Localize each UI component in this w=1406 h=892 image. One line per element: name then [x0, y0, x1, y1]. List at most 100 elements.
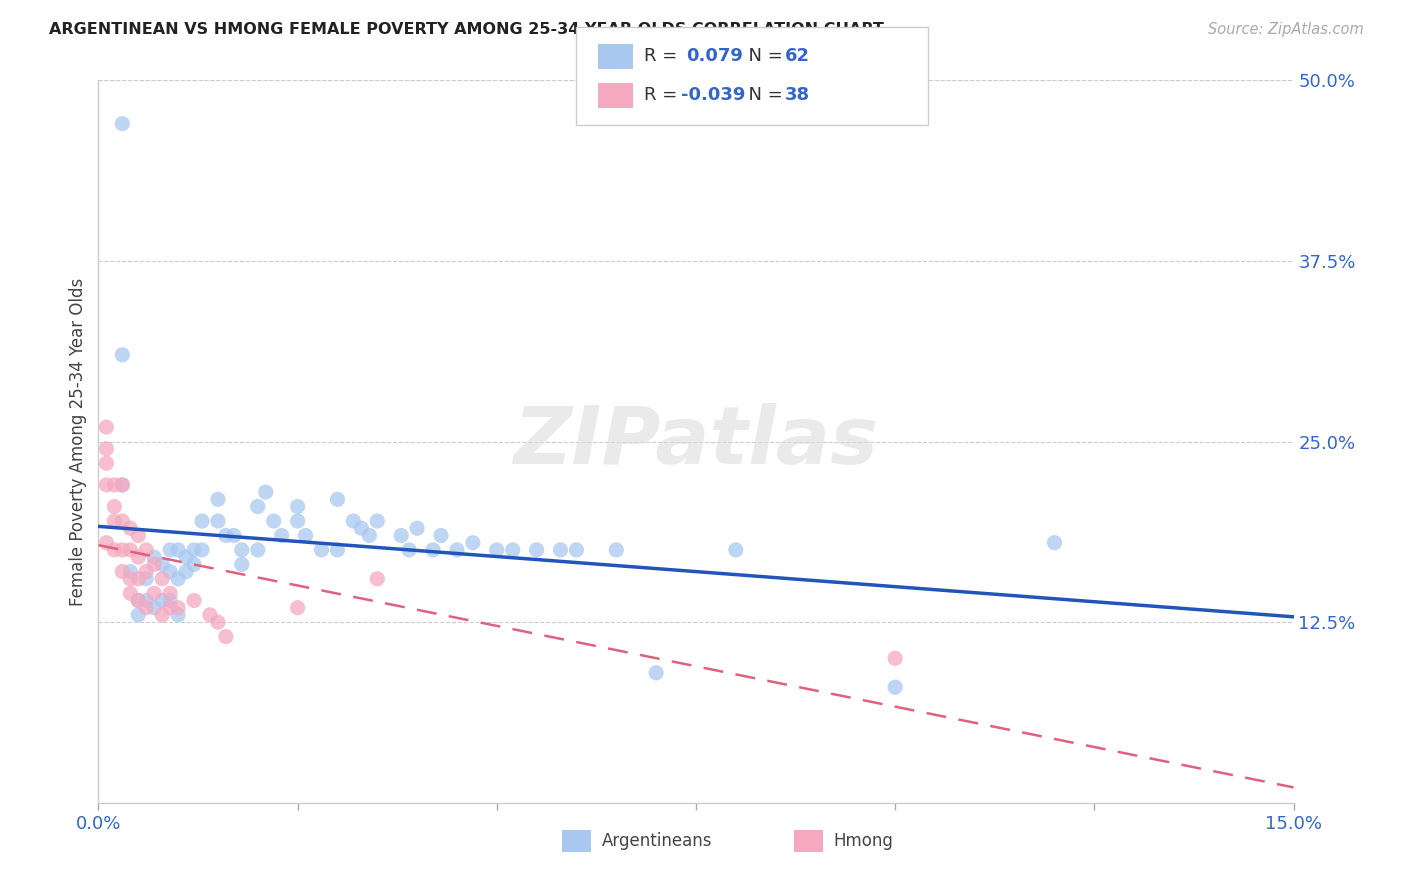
Point — [111, 478, 134, 492]
Point — [159, 600, 181, 615]
Point — [120, 586, 142, 600]
Point — [150, 558, 173, 572]
Point — [366, 572, 388, 586]
Point — [366, 514, 388, 528]
Point — [406, 521, 429, 535]
Text: Argentineans: Argentineans — [602, 831, 713, 850]
Point — [191, 542, 214, 557]
Text: ARGENTINEAN VS HMONG FEMALE POVERTY AMONG 25-34 YEAR OLDS CORRELATION CHART: ARGENTINEAN VS HMONG FEMALE POVERTY AMON… — [49, 22, 884, 37]
Point — [127, 550, 149, 565]
Point — [135, 572, 157, 586]
Point — [215, 630, 238, 644]
Point — [111, 565, 134, 579]
Text: R =: R = — [644, 47, 689, 65]
Point — [311, 542, 333, 557]
Point — [222, 528, 245, 542]
Point — [231, 542, 253, 557]
Text: -0.039: -0.039 — [681, 87, 745, 104]
Y-axis label: Female Poverty Among 25-34 Year Olds: Female Poverty Among 25-34 Year Olds — [69, 277, 87, 606]
Point — [167, 572, 190, 586]
Point — [167, 600, 190, 615]
Point — [174, 565, 197, 579]
Point — [103, 500, 125, 514]
Point — [143, 550, 166, 565]
Point — [135, 542, 157, 557]
Point — [359, 528, 381, 542]
Point — [96, 456, 118, 470]
Point — [120, 565, 142, 579]
Point — [103, 542, 125, 557]
Point — [111, 348, 134, 362]
Point — [103, 514, 125, 528]
Point — [167, 607, 190, 622]
Point — [120, 521, 142, 535]
Point — [294, 528, 316, 542]
Point — [724, 542, 747, 557]
Point — [1043, 535, 1066, 549]
Point — [127, 572, 149, 586]
Point — [96, 478, 118, 492]
Text: 38: 38 — [785, 87, 810, 104]
Point — [120, 542, 142, 557]
Point — [287, 500, 309, 514]
Text: N =: N = — [737, 87, 789, 104]
Point — [215, 528, 238, 542]
Point — [159, 565, 181, 579]
Point — [143, 586, 166, 600]
Text: Source: ZipAtlas.com: Source: ZipAtlas.com — [1208, 22, 1364, 37]
Point — [96, 442, 118, 456]
Point — [270, 528, 292, 542]
Point — [191, 514, 214, 528]
Point — [174, 550, 197, 565]
Point — [326, 492, 349, 507]
Point — [446, 542, 468, 557]
Point — [120, 572, 142, 586]
Point — [159, 542, 181, 557]
Point — [287, 514, 309, 528]
Point — [127, 593, 149, 607]
Point — [550, 542, 572, 557]
Text: 62: 62 — [785, 47, 810, 65]
Point — [159, 586, 181, 600]
Point — [254, 485, 277, 500]
Point — [135, 593, 157, 607]
Point — [183, 593, 205, 607]
Point — [389, 528, 412, 542]
Point — [198, 607, 221, 622]
Point — [167, 542, 190, 557]
Point — [150, 593, 173, 607]
Point — [96, 420, 118, 434]
Point — [326, 542, 349, 557]
Point — [111, 117, 134, 131]
Point — [502, 542, 524, 557]
Text: N =: N = — [737, 47, 789, 65]
Point — [398, 542, 420, 557]
Point — [111, 514, 134, 528]
Point — [183, 558, 205, 572]
Point — [342, 514, 364, 528]
Point — [159, 593, 181, 607]
Point — [207, 514, 229, 528]
Point — [231, 558, 253, 572]
Point — [207, 615, 229, 630]
Point — [884, 651, 907, 665]
Point — [111, 478, 134, 492]
Point — [143, 558, 166, 572]
Text: R =: R = — [644, 87, 683, 104]
Point — [183, 542, 205, 557]
Point — [287, 600, 309, 615]
Point — [150, 572, 173, 586]
Point — [422, 542, 444, 557]
Point — [605, 542, 627, 557]
Point — [127, 593, 149, 607]
Point — [350, 521, 373, 535]
Point — [645, 665, 668, 680]
Point — [565, 542, 588, 557]
Point — [143, 600, 166, 615]
Point — [135, 600, 157, 615]
Text: Hmong: Hmong — [834, 831, 894, 850]
Point — [485, 542, 508, 557]
Point — [461, 535, 484, 549]
Point — [127, 528, 149, 542]
Point — [150, 607, 173, 622]
